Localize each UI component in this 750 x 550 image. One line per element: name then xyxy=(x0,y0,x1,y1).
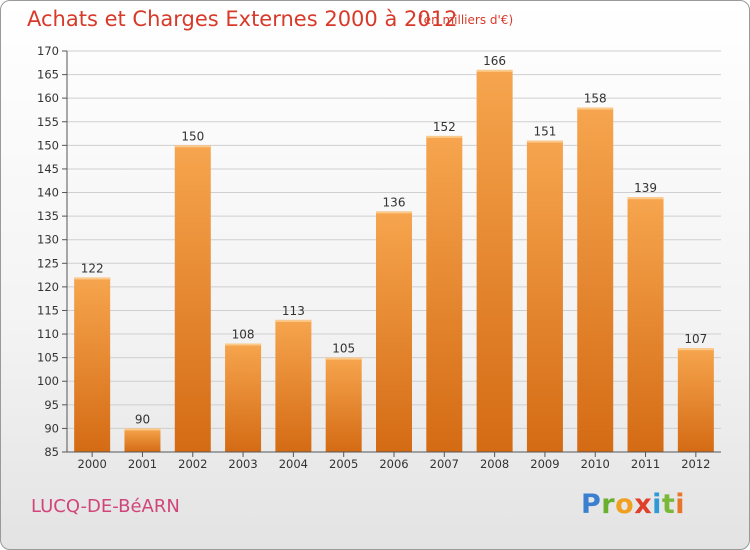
bar-top-highlight xyxy=(627,197,664,200)
y-tick-label: 145 xyxy=(37,162,59,176)
proxiti-logo[interactable]: Proxiti xyxy=(581,489,685,520)
bar-2008 xyxy=(476,69,513,452)
bar-2005 xyxy=(325,357,362,452)
bar-2003 xyxy=(225,343,262,452)
y-tick-label: 160 xyxy=(37,91,59,105)
data-label: 107 xyxy=(684,332,707,346)
logo-letter: i xyxy=(652,489,662,520)
logo-letter: o xyxy=(615,489,635,520)
x-tick-label: 2009 xyxy=(530,457,559,471)
logo-letter: P xyxy=(581,489,602,520)
y-tick-label: 140 xyxy=(37,186,59,200)
data-label: 152 xyxy=(433,120,456,134)
bar-top-highlight xyxy=(526,140,563,143)
x-tick-label: 2002 xyxy=(178,457,207,471)
data-label: 139 xyxy=(634,181,657,195)
x-tick-label: 2008 xyxy=(480,457,509,471)
y-tick-label: 95 xyxy=(44,398,59,412)
data-label: 105 xyxy=(332,342,355,356)
bar-top-highlight xyxy=(677,348,714,351)
x-axis-ticks: 2000 2001 2002 2003 2004 2005 2006 2007 2008 2009… xyxy=(78,452,710,471)
bar-top-highlight xyxy=(74,277,111,280)
data-label: 108 xyxy=(232,327,255,341)
place-name: LUCQ-DE-BéARN xyxy=(31,496,180,517)
x-tick-label: 2011 xyxy=(631,457,660,471)
data-label: 151 xyxy=(533,125,556,139)
bar-2011 xyxy=(627,197,664,452)
x-tick-label: 2010 xyxy=(581,457,610,471)
bar-2006 xyxy=(376,211,412,452)
data-label: 136 xyxy=(383,195,406,209)
bar-top-highlight xyxy=(325,357,362,360)
y-tick-label: 165 xyxy=(37,68,59,82)
y-axis-ticks: 85 90 95 100 105 110 115 120 125 130 135 140 145 150 1… xyxy=(37,44,67,459)
x-tick-label: 2001 xyxy=(128,457,157,471)
logo-letter: x xyxy=(634,489,653,520)
bar-2004 xyxy=(275,319,312,452)
y-tick-label: 170 xyxy=(37,44,59,58)
bar-2002 xyxy=(174,145,211,452)
y-tick-label: 90 xyxy=(44,421,59,435)
bar-top-highlight xyxy=(426,135,463,138)
y-tick-label: 125 xyxy=(37,256,59,270)
x-tick-label: 2006 xyxy=(379,457,408,471)
x-tick-label: 2012 xyxy=(681,457,710,471)
bar-top-highlight xyxy=(476,69,513,72)
bar-2009 xyxy=(526,140,563,452)
bar-2000 xyxy=(74,277,111,452)
data-label: 90 xyxy=(135,412,150,426)
y-tick-label: 135 xyxy=(37,209,59,223)
y-tick-label: 115 xyxy=(37,303,59,317)
data-label: 158 xyxy=(584,92,607,106)
data-label: 122 xyxy=(81,261,104,275)
logo-letter: r xyxy=(601,489,616,520)
bars: 122 90 150 108 113 105 136 152 166 151 158 139 107 xyxy=(74,54,714,453)
chart-subtitle: (en milliers d'€) xyxy=(419,13,514,27)
x-tick-label: 2005 xyxy=(329,457,358,471)
y-tick-label: 110 xyxy=(37,327,59,341)
logo-letter: t xyxy=(661,489,676,520)
y-tick-label: 155 xyxy=(37,115,59,129)
y-tick-label: 105 xyxy=(37,351,59,365)
y-tick-label: 100 xyxy=(37,374,59,388)
x-tick-label: 2004 xyxy=(279,457,308,471)
bar-top-highlight xyxy=(124,428,161,431)
x-tick-label: 2007 xyxy=(430,457,459,471)
data-label: 113 xyxy=(282,304,305,318)
bar-top-highlight xyxy=(376,211,412,214)
data-label: 150 xyxy=(181,129,204,143)
x-tick-label: 2000 xyxy=(78,457,107,471)
bar-2007 xyxy=(426,135,463,452)
x-tick-label: 2003 xyxy=(228,457,257,471)
bar-top-highlight xyxy=(577,107,614,110)
bar-2012 xyxy=(677,348,714,452)
bar-top-highlight xyxy=(174,145,211,148)
logo-letter: i xyxy=(675,489,686,520)
y-tick-label: 130 xyxy=(37,233,59,247)
y-tick-label: 120 xyxy=(37,280,59,294)
bar-2001 xyxy=(124,428,161,452)
data-label: 166 xyxy=(483,54,506,68)
bar-top-highlight xyxy=(225,343,262,346)
y-tick-label: 150 xyxy=(37,138,59,152)
bar-top-highlight xyxy=(275,319,312,322)
chart-title: Achats et Charges Externes 2000 à 2012 xyxy=(27,7,458,31)
bar-2010 xyxy=(577,107,614,453)
y-tick-label: 85 xyxy=(44,445,59,459)
